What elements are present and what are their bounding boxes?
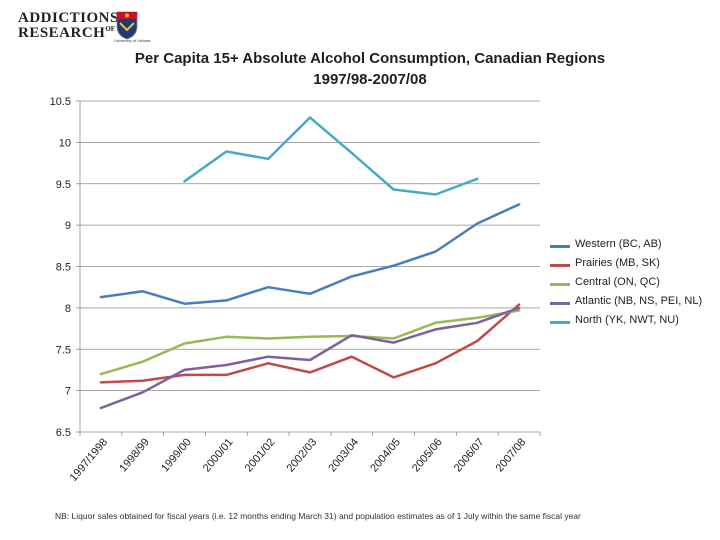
gridlines bbox=[80, 100, 540, 392]
series-line bbox=[183, 116, 479, 196]
x-tick-label: 1999/00 bbox=[159, 436, 194, 474]
y-tick-label: 10 bbox=[59, 137, 71, 149]
y-tick-label: 10.5 bbox=[50, 96, 71, 108]
chart-title: Per Capita 15+ Absolute Alcohol Consumpt… bbox=[134, 50, 606, 67]
series-lines bbox=[99, 116, 521, 410]
x-tick-label: 2002/03 bbox=[285, 436, 320, 474]
x-tick-label: 2004/05 bbox=[368, 436, 403, 474]
x-tick-label: 2007/08 bbox=[494, 436, 529, 474]
x-tick-label: 2003/04 bbox=[326, 436, 361, 474]
legend-label: Atlantic (NB, NS, PEI, NL) bbox=[575, 295, 703, 307]
legend-swatch bbox=[550, 245, 570, 248]
logo-superscript: OF BC bbox=[105, 25, 127, 33]
y-tick-label: 6.5 bbox=[56, 427, 71, 439]
x-axis-ticks: 1997/1998 1998/99 1999/00 2000/01 2001/02 200… bbox=[68, 432, 541, 484]
legend-swatch bbox=[550, 302, 570, 305]
y-tick-label: 7.5 bbox=[56, 344, 71, 356]
legend-label: Central (ON, QC) bbox=[575, 276, 660, 288]
y-tick-label: 9.5 bbox=[56, 179, 71, 191]
y-tick-label: 7 bbox=[65, 386, 71, 398]
x-tick-label: 2005/06 bbox=[410, 436, 445, 474]
footnote: NB: Liquor sales obtained for fiscal yea… bbox=[55, 511, 581, 521]
legend-swatch bbox=[550, 283, 570, 286]
logo-line-1: ADDICTIONS bbox=[18, 10, 119, 26]
x-tick-label: 2006/07 bbox=[452, 436, 487, 474]
series-line bbox=[99, 303, 521, 384]
university-crest-icon: University of Victoria bbox=[114, 10, 150, 46]
x-tick-label: 2001/02 bbox=[243, 436, 278, 474]
x-tick-label: 1998/99 bbox=[117, 436, 152, 474]
legend-swatch bbox=[550, 264, 570, 267]
legend-swatch bbox=[550, 321, 570, 324]
chart-subtitle: 1997/98-2007/08 bbox=[313, 71, 427, 88]
addictions-research-logo: ADDICTIONS RESEARCHOF BC bbox=[18, 10, 138, 50]
x-tick-label: 2000/01 bbox=[201, 436, 236, 474]
y-tick-label: 8.5 bbox=[56, 262, 71, 274]
y-axis-ticks: 6.5 7 7.5 8 8.5 9 9.5 10 10.5 bbox=[50, 96, 80, 439]
legend-label: North (YK, NWT, NU) bbox=[575, 314, 679, 326]
series-line bbox=[99, 306, 521, 410]
x-tick-label: 1997/1998 bbox=[68, 436, 111, 484]
series-line bbox=[99, 309, 521, 376]
y-tick-label: 9 bbox=[65, 220, 71, 232]
logo-line-2: RESEARCHOF BC bbox=[18, 25, 126, 42]
logo-line-2-text: RESEARCH bbox=[18, 25, 106, 41]
series-line bbox=[99, 203, 521, 305]
crest-caption: University of Victoria bbox=[114, 38, 151, 43]
legend-label: Western (BC, AB) bbox=[575, 238, 662, 250]
y-tick-label: 8 bbox=[65, 303, 71, 315]
legend-label: Prairies (MB, SK) bbox=[575, 257, 660, 269]
